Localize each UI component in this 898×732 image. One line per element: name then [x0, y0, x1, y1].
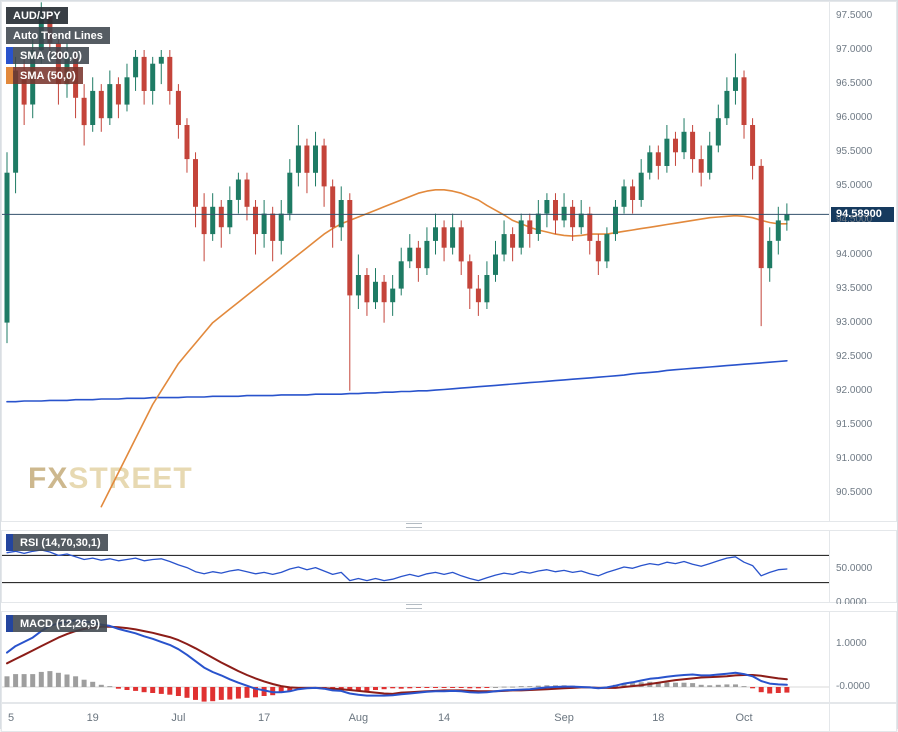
current-price-badge: 94.58900 [831, 206, 894, 222]
rsi-axis-label: 0.0000 [836, 597, 867, 608]
price-axis-label: 94.5000 [836, 214, 873, 226]
time-axis-label: 19 [86, 712, 99, 724]
price-axis-label: 92.0000 [836, 384, 873, 396]
macd-axis-label: -0.0000 [836, 681, 870, 692]
legend: AUD/JPY Auto Trend Lines SMA (200,0) SMA… [6, 7, 110, 84]
time-axis-label: 18 [652, 712, 665, 724]
panel-divider[interactable] [1, 523, 897, 530]
macd-panel[interactable]: MACD (12,26,9) 1.0000 -0.0000 [1, 611, 897, 703]
rsi-axis[interactable]: 50.0000 0.0000 [829, 531, 896, 608]
candles [4, 2, 790, 391]
time-axis-corner [829, 704, 896, 731]
price-axis-label: 96.0000 [836, 112, 873, 124]
candlestick-plot[interactable] [2, 2, 829, 521]
macd-axis[interactable]: 1.0000 -0.0000 [829, 612, 896, 702]
time-axis-label: 5 [7, 712, 15, 724]
macd-signal-line [6, 625, 788, 695]
rsi-badge[interactable]: RSI (14,70,30,1) [6, 534, 108, 551]
time-axis-label: Oct [735, 712, 753, 724]
sma200-badge[interactable]: SMA (200,0) [6, 47, 89, 64]
price-panel[interactable]: FXSTREET AUD/JPY Auto Trend Lines SMA (2… [1, 1, 897, 522]
symbol-badge[interactable]: AUD/JPY [6, 7, 68, 24]
rsi-axis-label: 50.0000 [836, 563, 873, 574]
sma50-badge[interactable]: SMA (50,0) [6, 67, 83, 84]
watermark-street-text: STREET [68, 462, 193, 495]
time-axis-label: Aug [348, 712, 369, 724]
watermark-fx-text: FX [28, 462, 69, 495]
price-axis-label: 97.5000 [836, 9, 873, 21]
auto-trend-lines-badge[interactable]: Auto Trend Lines [6, 27, 110, 44]
macd-badge[interactable]: MACD (12,26,9) [6, 615, 108, 632]
time-axis-label: 17 [257, 712, 271, 724]
rsi-line [6, 549, 788, 582]
divider-handle-icon[interactable] [406, 523, 422, 528]
price-axis-label: 93.0000 [836, 316, 873, 328]
divider-handle-icon[interactable] [406, 604, 422, 609]
price-axis-label: 92.5000 [836, 350, 873, 362]
price-axis-label: 90.5000 [836, 487, 873, 499]
macd-axis-label: 1.0000 [836, 638, 867, 649]
macd-line [6, 619, 788, 697]
price-axis-label: 94.0000 [836, 248, 873, 260]
macd-histogram [4, 671, 790, 702]
rsi-panel[interactable]: RSI (14,70,30,1) 50.0000 0.0000 [1, 530, 897, 608]
price-axis-label: 91.5000 [836, 418, 873, 430]
price-axis-label: 93.5000 [836, 282, 873, 294]
time-axis[interactable]: 5 19 Jul 17 Aug 14 Sep 18 Oct [1, 703, 897, 732]
price-axis-label: 91.0000 [836, 452, 873, 464]
rsi-plot[interactable] [2, 531, 829, 602]
macd-plot[interactable] [2, 612, 829, 702]
price-axis[interactable]: 94.58900 97.5000 97.0000 96.5000 96.0000 95.… [829, 2, 896, 521]
time-axis-label: Sep [554, 712, 574, 724]
price-axis-label: 97.0000 [836, 44, 873, 56]
sma200-line [6, 359, 788, 403]
fxstreet-watermark: FXSTREET [28, 462, 193, 496]
price-axis-label: 95.0000 [836, 180, 873, 192]
sma50-line [100, 189, 788, 508]
time-axis-label: 14 [437, 712, 451, 724]
price-axis-label: 96.5000 [836, 78, 873, 90]
time-axis-label: Jul [171, 712, 186, 724]
price-axis-label: 95.5000 [836, 146, 873, 158]
panel-divider[interactable] [1, 604, 897, 611]
